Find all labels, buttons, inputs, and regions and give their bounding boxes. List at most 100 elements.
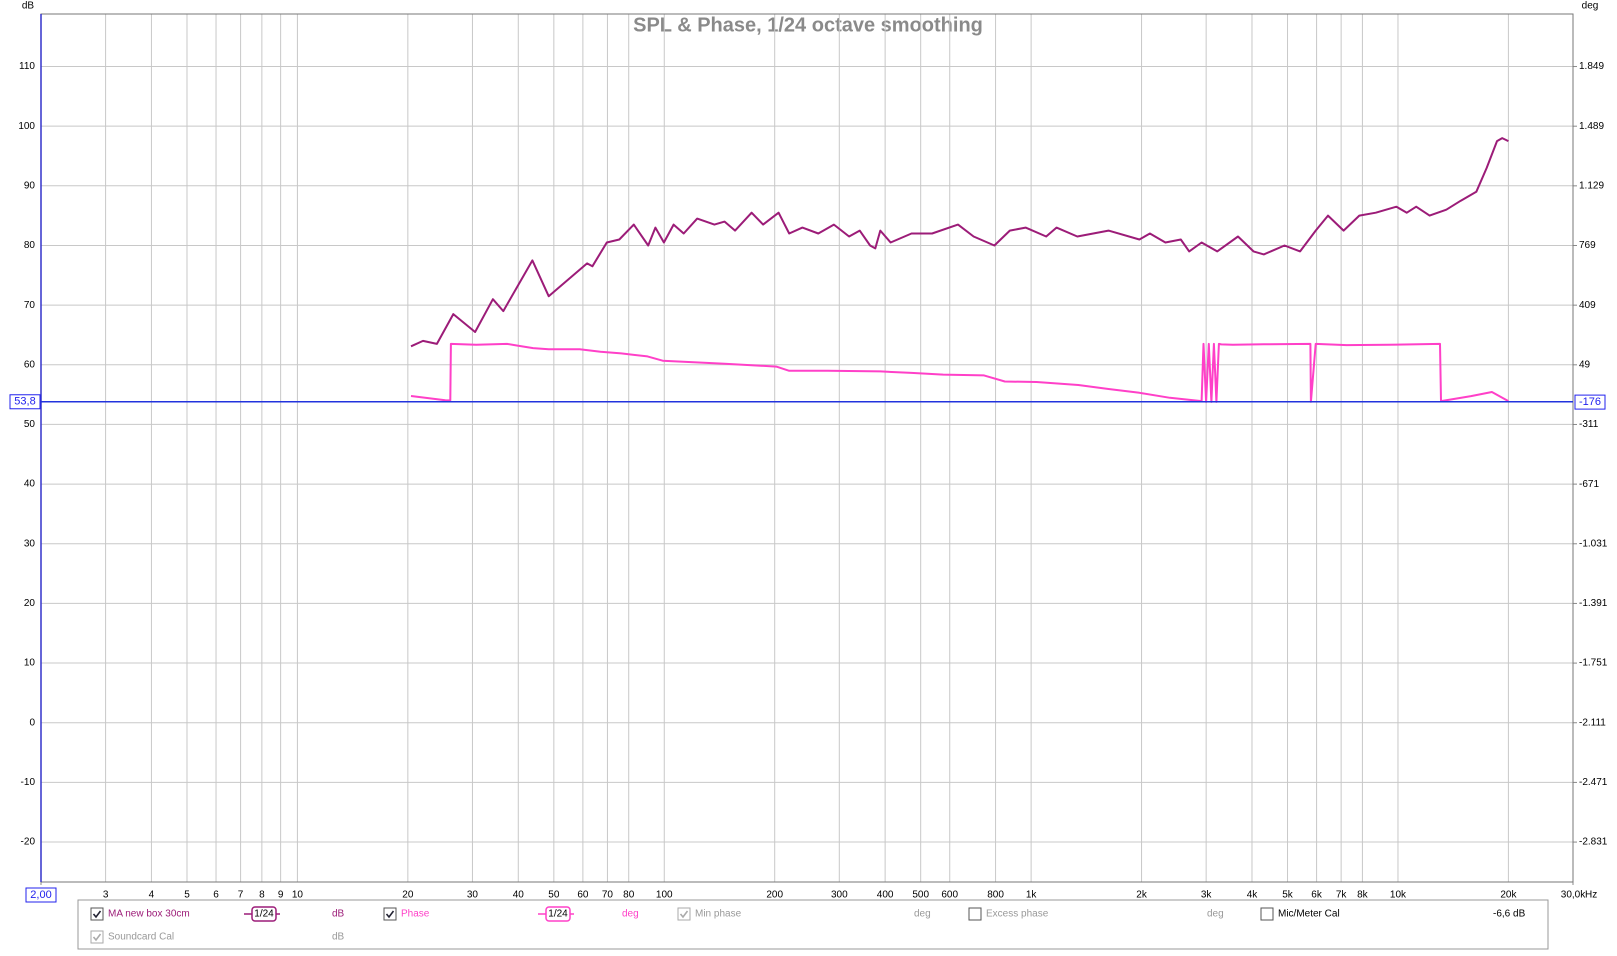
y2-tick-label: 769 — [1579, 240, 1596, 251]
x-tick-label: 2k — [1136, 890, 1148, 901]
x-tick-label: 3 — [103, 890, 109, 901]
y2-tick-label: -671 — [1579, 479, 1599, 490]
y-tick-label: 50 — [24, 419, 36, 430]
y-tick-label: 100 — [18, 121, 35, 132]
smoothing-label[interactable]: 1/24 — [548, 909, 568, 920]
x-start-label: 2,00 — [30, 889, 51, 901]
panel-unit: dB — [332, 932, 345, 943]
y-tick-label: 40 — [24, 479, 36, 490]
y2-axis-unit: deg — [1582, 1, 1599, 12]
x-tick-label: 3k — [1201, 890, 1213, 901]
x-tick-label: 7k — [1336, 890, 1348, 901]
cursor-y2-box — [1574, 394, 1606, 410]
smoothing-box[interactable] — [545, 906, 571, 922]
panel-unit: deg — [1207, 909, 1224, 920]
x-tick-label: 9 — [278, 890, 284, 901]
panel-unit: deg — [914, 909, 931, 920]
y2-tick-label: 1.129 — [1579, 180, 1604, 191]
y-tick-label: 110 — [19, 61, 35, 72]
y2-tick-label: -1.751 — [1579, 658, 1608, 669]
series-line — [410, 137, 1509, 348]
panel-unit: -6,6 dB — [1493, 909, 1526, 920]
y2-tick-label: -2.111 — [1579, 717, 1606, 728]
y-tick-label: 90 — [24, 180, 36, 191]
legend-panel — [77, 899, 1549, 950]
y-tick-label: -20 — [21, 837, 36, 848]
y2-tick-label: -1.031 — [1579, 538, 1608, 549]
x-tick-label: 70 — [602, 890, 614, 901]
x-tick-label: 80 — [623, 890, 635, 901]
y-tick-label: 10 — [24, 658, 36, 669]
y2-tick-label: -2.471 — [1579, 777, 1608, 788]
checkmark — [92, 910, 102, 919]
y-tick-label: 30 — [24, 538, 36, 549]
x-tick-label: 4k — [1247, 890, 1259, 901]
y-tick-label: -10 — [21, 777, 36, 788]
x-tick-label: 600 — [941, 890, 958, 901]
x-tick-label: 50 — [548, 890, 560, 901]
x-tick-label: 4 — [149, 890, 155, 901]
x-tick-label: 5k — [1282, 890, 1294, 901]
unit-label: deg — [622, 909, 639, 920]
y2-tick-label: 1.489 — [1579, 121, 1604, 132]
panel-label: Min phase — [695, 909, 742, 920]
x-tick-label: 5 — [184, 890, 190, 901]
checkmark — [385, 910, 395, 919]
x-tick-label: 800 — [987, 890, 1004, 901]
x-tick-label: 30,0k — [1561, 890, 1586, 901]
x-tick-label: 8 — [259, 890, 265, 901]
checkbox[interactable] — [968, 907, 982, 921]
y2-tick-label: 1.849 — [1579, 61, 1604, 72]
cursor-y-label: 53,8 — [14, 396, 35, 408]
legend-label[interactable]: MA new box 30cm — [108, 909, 190, 920]
y2-tick-label: 49 — [1579, 359, 1591, 370]
x-tick-label: 20k — [1500, 890, 1517, 901]
x-tick-label: 6 — [213, 890, 219, 901]
unit-label: dB — [332, 909, 345, 920]
y2-tick-label: 409 — [1579, 300, 1596, 311]
x-tick-label: 30 — [467, 890, 479, 901]
y2-tick-label: -2.831 — [1579, 837, 1608, 848]
x-tick-label: 500 — [912, 890, 929, 901]
y2-tick-label: -1.391 — [1579, 598, 1608, 609]
panel-label[interactable]: Excess phase — [986, 909, 1049, 920]
x-tick-label: 8k — [1357, 890, 1369, 901]
panel-label: Soundcard Cal — [108, 932, 174, 943]
panel-label[interactable]: Mic/Meter Cal — [1278, 909, 1340, 920]
x-tick-label: 400 — [877, 890, 894, 901]
checkmark — [92, 933, 102, 942]
x-tick-label: 10 — [292, 890, 304, 901]
y-tick-label: 80 — [24, 240, 36, 251]
checkbox[interactable] — [1260, 907, 1274, 921]
y-tick-label: 0 — [29, 717, 35, 728]
x-tick-label: 6k — [1311, 890, 1323, 901]
y2-tick-label: -311 — [1579, 419, 1599, 430]
checkbox[interactable] — [677, 907, 691, 921]
y-tick-label: 60 — [24, 359, 36, 370]
checkbox[interactable] — [90, 930, 104, 944]
y-tick-label: 70 — [24, 300, 36, 311]
chart-title: SPL & Phase, 1/24 octave smoothing — [633, 14, 983, 36]
legend-label[interactable]: Phase — [401, 909, 430, 920]
x-tick-label: 1k — [1026, 890, 1038, 901]
x-tick-label: 200 — [766, 890, 783, 901]
checkmark — [679, 910, 689, 919]
x-tick-label: 7 — [238, 890, 244, 901]
y-tick-label: 20 — [24, 598, 36, 609]
smoothing-box[interactable] — [251, 906, 277, 922]
x-tick-label: 300 — [831, 890, 848, 901]
smoothing-label[interactable]: 1/24 — [254, 909, 274, 920]
cursor-y2-label: -176 — [1579, 396, 1601, 408]
checkbox[interactable] — [90, 907, 104, 921]
x-tick-label: 60 — [577, 890, 589, 901]
x-start-box — [25, 887, 57, 903]
x-tick-label: 10k — [1390, 890, 1407, 901]
x-tick-label: 40 — [513, 890, 525, 901]
cursor-y-box — [9, 394, 41, 410]
x-axis-unit: Hz — [1585, 890, 1597, 901]
x-tick-label: 20 — [402, 890, 414, 901]
checkbox[interactable] — [383, 907, 397, 921]
y-axis-unit: dB — [22, 1, 35, 12]
